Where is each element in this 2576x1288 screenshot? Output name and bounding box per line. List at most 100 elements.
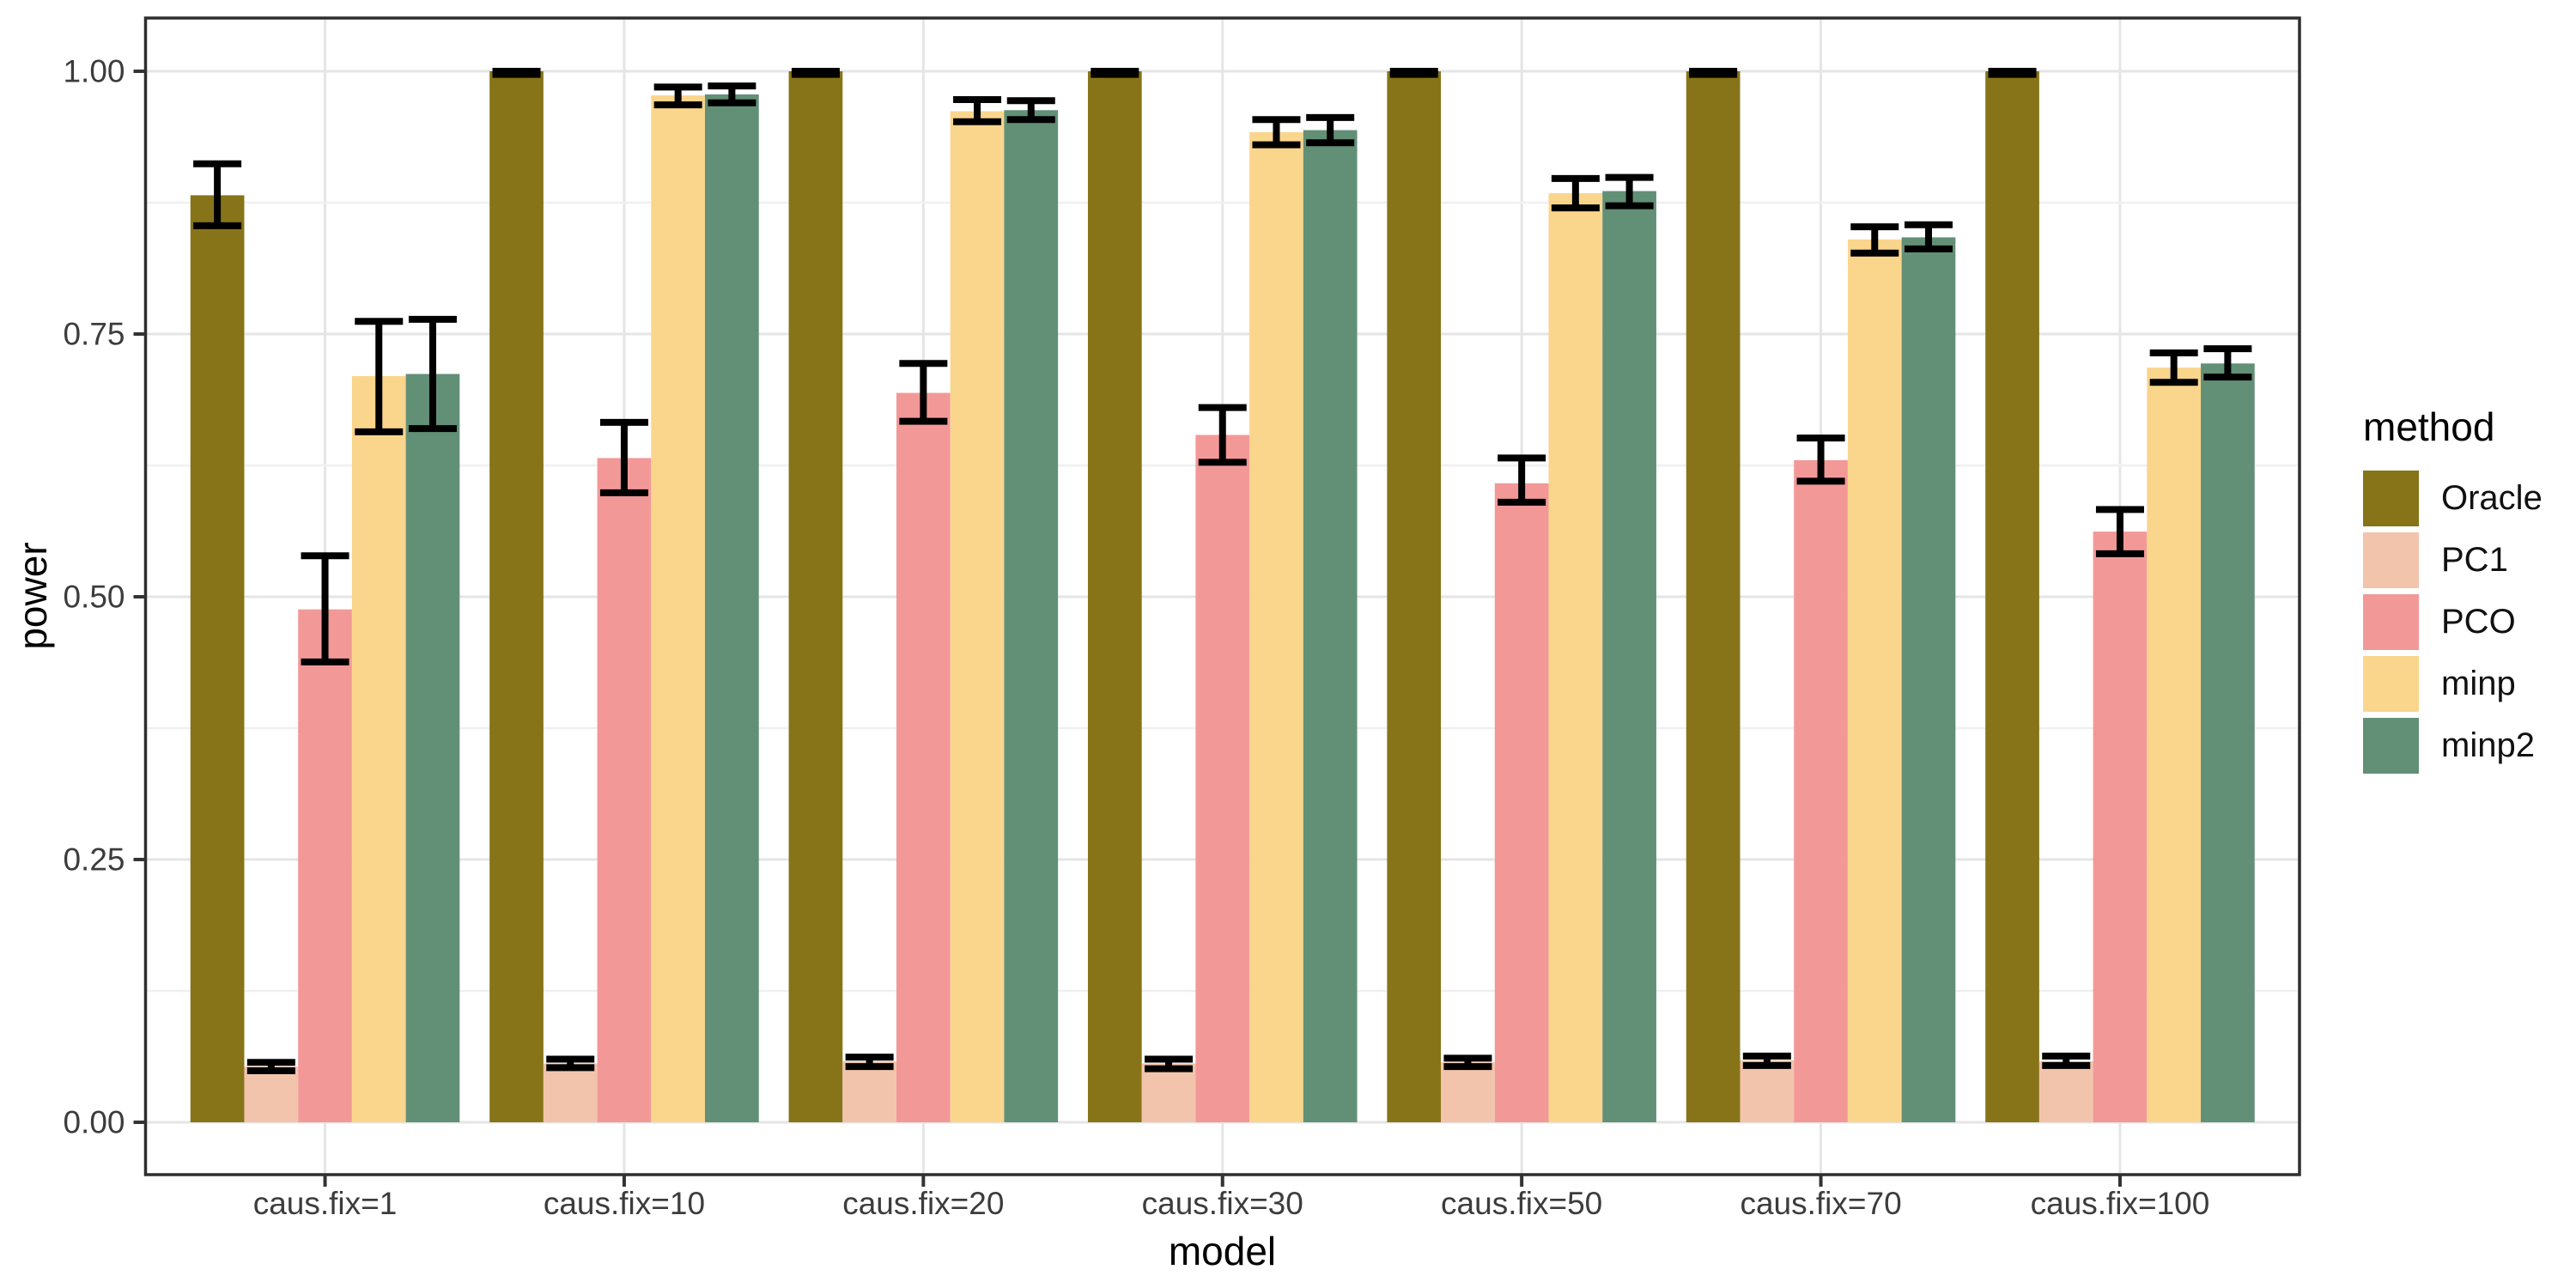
error-bar-minp-0 (355, 318, 404, 435)
error-bar-minp2-1 (708, 82, 756, 106)
x-tick-label: caus.fix=20 (842, 1186, 1004, 1221)
legend-key-minp (2363, 656, 2419, 712)
error-bar-minp2-3 (1306, 113, 1355, 147)
bar-PC1-2 (842, 1061, 896, 1122)
bar-minp2-1 (705, 94, 759, 1123)
y-tick-label: 1.00 (63, 54, 125, 89)
error-bar-PC1-5 (1742, 1052, 1791, 1069)
error-bar-minp-3 (1252, 116, 1301, 149)
bar-Oracle-3 (1087, 71, 1142, 1122)
legend-key-Oracle (2363, 471, 2419, 526)
legend-item-minp: minp (2363, 656, 2543, 712)
bar-minp-4 (1548, 192, 1603, 1122)
error-bar-PC1-4 (1443, 1054, 1492, 1071)
error-bar-minp2-0 (408, 315, 457, 433)
error-bar-Oracle-0 (193, 160, 242, 229)
error-bar-minp2-6 (2203, 345, 2252, 381)
y-tick-label: 0.75 (63, 317, 125, 352)
bar-Oracle-2 (788, 71, 843, 1122)
bar-Oracle-1 (489, 71, 544, 1122)
error-bar-PC1-6 (2042, 1052, 2091, 1069)
y-tick-label: 0.25 (63, 842, 125, 878)
bar-minp-3 (1249, 131, 1303, 1123)
error-bar-minp-2 (953, 96, 1002, 125)
legend-label-PC1: PC1 (2441, 541, 2508, 579)
x-tick-label: caus.fix=1 (253, 1186, 398, 1221)
bar-PCO-6 (2093, 532, 2148, 1122)
bar-minp-1 (651, 95, 706, 1123)
bar-PCO-3 (1195, 434, 1250, 1122)
y-tick-label: 0.50 (63, 580, 125, 615)
error-bar-PCO-4 (1498, 454, 1546, 506)
y-tick-label: 0.00 (63, 1105, 125, 1140)
x-tick-label: caus.fix=70 (1740, 1186, 1901, 1221)
error-bar-PC1-2 (845, 1054, 894, 1071)
error-bar-PC1-1 (546, 1055, 595, 1072)
bar-minp-0 (351, 375, 406, 1123)
bar-minp2-3 (1303, 130, 1358, 1123)
x-axis-title: model (1168, 1229, 1277, 1273)
legend-item-PCO: PCO (2363, 594, 2543, 650)
legend-items: Oracle PC1 PCO minp minp2 (2363, 471, 2543, 774)
error-bar-Oracle-6 (1988, 68, 2037, 78)
bar-minp2-0 (405, 374, 460, 1123)
x-tick-label: caus.fix=100 (2031, 1186, 2210, 1221)
error-bar-minp-5 (1850, 223, 1899, 257)
x-tick-label: caus.fix=30 (1142, 1186, 1303, 1221)
bar-PCO-1 (597, 458, 652, 1122)
error-bar-minp-4 (1551, 174, 1600, 212)
bar-Oracle-6 (1985, 71, 2039, 1122)
bar-Oracle-4 (1387, 71, 1442, 1122)
error-bar-PCO-5 (1796, 434, 1845, 485)
legend-item-PC1: PC1 (2363, 532, 2543, 588)
legend-key-minp2 (2363, 718, 2419, 774)
bar-minp2-5 (1901, 237, 1956, 1123)
error-bar-minp-1 (653, 83, 702, 109)
legend: method Oracle PC1 PCO minp minp2 (2363, 407, 2543, 774)
bar-PCO-2 (896, 392, 951, 1122)
y-axis-title: power (10, 542, 55, 650)
error-bar-PCO-6 (2095, 506, 2144, 557)
bar-PCO-4 (1494, 483, 1549, 1122)
legend-title: method (2363, 404, 2495, 449)
bar-minp2-6 (2201, 363, 2255, 1123)
bar-Oracle-0 (190, 195, 245, 1122)
legend-item-Oracle: Oracle (2363, 471, 2543, 526)
bar-minp-5 (1847, 239, 1902, 1123)
bar-PCO-5 (1794, 459, 1848, 1122)
error-bar-PCO-1 (599, 418, 648, 496)
error-bar-minp2-2 (1006, 97, 1055, 124)
legend-key-PCO (2363, 594, 2419, 650)
error-bar-PCO-0 (301, 552, 349, 665)
legend-item-minp2: minp2 (2363, 718, 2543, 774)
bar-PCO-0 (298, 609, 352, 1122)
legend-label-PCO: PCO (2441, 603, 2516, 641)
error-bar-PCO-3 (1198, 404, 1247, 466)
legend-key-PC1 (2363, 532, 2419, 588)
legend-label-Oracle: Oracle (2441, 479, 2543, 517)
error-bar-PCO-2 (899, 360, 948, 425)
bar-PC1-3 (1141, 1063, 1196, 1122)
error-bar-minp2-5 (1904, 221, 1953, 252)
bar-minp2-2 (1004, 110, 1059, 1123)
x-tick-label: caus.fix=10 (544, 1186, 705, 1221)
error-bar-Oracle-3 (1091, 68, 1139, 78)
bar-PC1-1 (543, 1063, 598, 1122)
legend-label-minp2: minp2 (2441, 726, 2535, 764)
x-tick-label: caus.fix=50 (1441, 1186, 1602, 1221)
error-bar-minp2-4 (1605, 173, 1654, 210)
bar-PC1-0 (244, 1066, 299, 1122)
error-bar-Oracle-2 (791, 68, 840, 78)
bar-PC1-4 (1441, 1062, 1495, 1122)
error-bar-Oracle-1 (492, 68, 541, 78)
error-bar-Oracle-4 (1389, 68, 1438, 78)
error-bar-PC1-3 (1145, 1055, 1194, 1072)
bar-minp-6 (2147, 368, 2202, 1123)
error-bar-PC1-0 (246, 1059, 295, 1075)
bar-PC1-6 (2038, 1061, 2093, 1122)
error-bar-minp-6 (2149, 349, 2198, 386)
bar-minp2-4 (1602, 191, 1656, 1122)
legend-label-minp: minp (2441, 665, 2516, 702)
